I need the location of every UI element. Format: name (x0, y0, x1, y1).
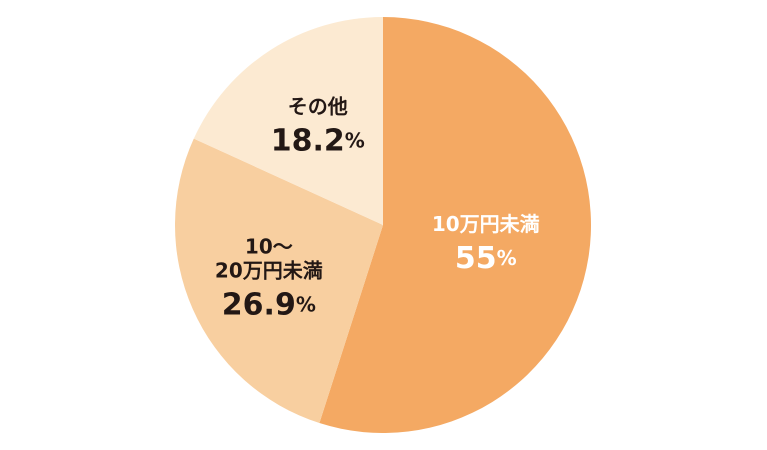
pie-slice (174, 138, 383, 424)
value-label: 55% (455, 241, 517, 276)
value-label: 26.9% (222, 287, 316, 322)
category-label: 10～ 20万円未満 (215, 234, 323, 282)
category-label: その他 (288, 94, 348, 118)
category-label: 10万円未満 (432, 212, 540, 236)
value-label: 18.2% (271, 123, 365, 158)
pie-slice (319, 17, 591, 433)
pie-slice (193, 17, 383, 225)
